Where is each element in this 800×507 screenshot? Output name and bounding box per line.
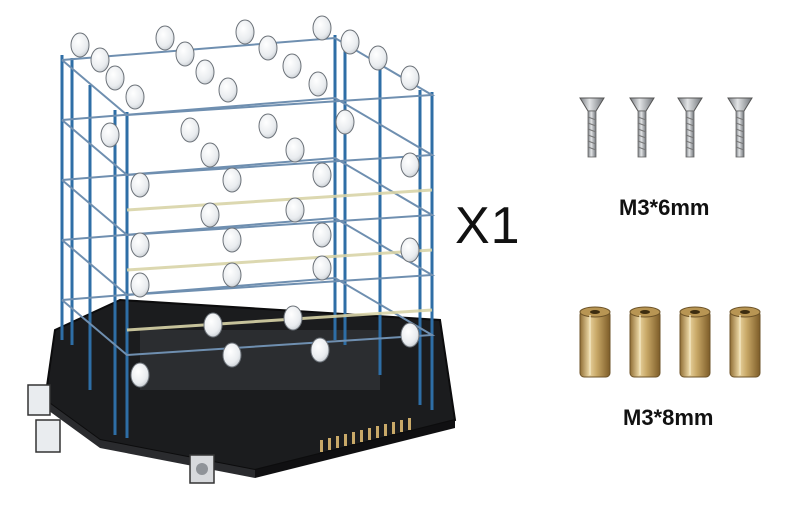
screw-4 (727, 97, 753, 158)
led-array (70, 15, 420, 388)
screw-size-label: M3*6mm (619, 195, 710, 220)
standoff-2 (629, 306, 661, 378)
quantity-label: X1 (455, 197, 521, 255)
countersunk-screw-icon (579, 97, 753, 158)
standoff-4 (729, 306, 761, 378)
standoff-1 (579, 306, 611, 378)
screw-3 (677, 97, 703, 158)
brass-standoff-icon (579, 306, 761, 378)
cube-frame (60, 35, 434, 438)
standoff-size-label: M3*8mm (623, 405, 714, 430)
screw-2 (629, 97, 655, 158)
pcb-board (27, 298, 457, 484)
standoff-3 (679, 306, 711, 378)
screw-1 (579, 97, 605, 158)
cube-rails (61, 36, 436, 357)
